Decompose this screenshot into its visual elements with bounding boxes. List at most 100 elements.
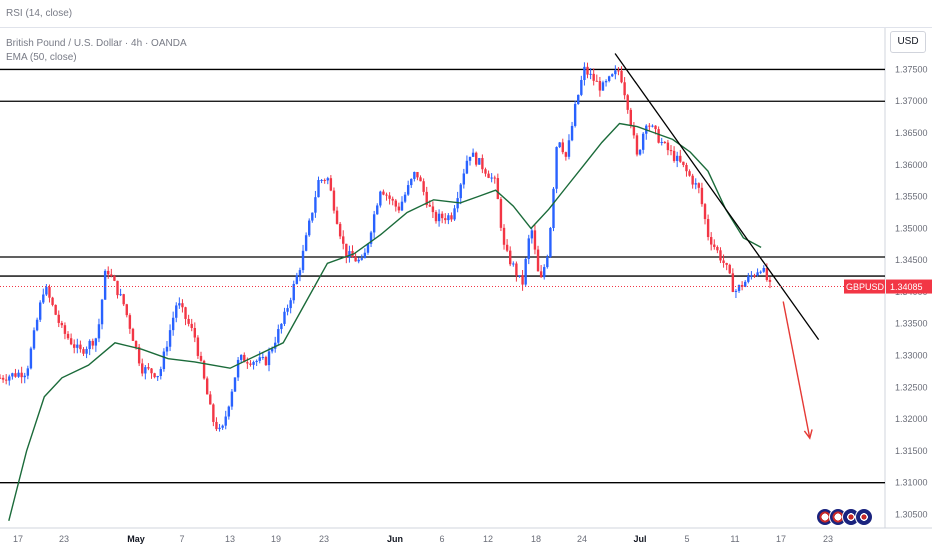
candle-body: [202, 360, 206, 379]
candle-body: [73, 344, 76, 348]
candle-body: [505, 244, 509, 251]
rsi-label[interactable]: RSI (14, close): [6, 8, 73, 19]
candle: [94, 337, 98, 352]
candle-body: [363, 252, 367, 259]
candle-body: [48, 287, 51, 298]
candle: [700, 182, 704, 207]
candle: [267, 347, 271, 372]
candle-body: [413, 171, 416, 179]
symbol-legend[interactable]: British Pound / U.S. Dollar · 4h · OANDA: [6, 38, 187, 49]
candle-body: [459, 184, 462, 199]
candle-body: [573, 104, 577, 126]
candle: [706, 214, 710, 241]
x-tick-label: 5: [684, 534, 689, 544]
candle-body: [589, 73, 592, 75]
candle: [481, 154, 484, 174]
candle-body: [243, 354, 246, 363]
candle: [645, 124, 648, 140]
candle: [641, 132, 645, 154]
candle: [716, 245, 719, 254]
candle-body: [768, 279, 772, 282]
candle-body: [747, 276, 750, 282]
candle-body: [468, 156, 472, 161]
y-tick-label: 1.36000: [895, 160, 928, 170]
candle-body: [144, 367, 147, 374]
candles: [0, 62, 772, 432]
x-axis[interactable]: 17 23 May 7 13 19 23 Jun 6 12 18 24 Jul 5 11 17 23: [13, 534, 833, 544]
candle: [431, 201, 435, 218]
candle: [453, 205, 456, 221]
candle: [651, 124, 654, 128]
y-tick-label: 1.34500: [895, 255, 928, 265]
candle-body: [97, 324, 101, 339]
candle-body: [539, 271, 543, 278]
candle-body: [218, 427, 221, 430]
candle-body: [29, 348, 33, 369]
candle-body: [236, 359, 240, 378]
candle-body: [607, 76, 611, 81]
candle-body: [69, 338, 73, 345]
candle-body: [308, 220, 311, 236]
candle: [212, 403, 215, 427]
candle-body: [385, 194, 388, 196]
candle: [137, 344, 141, 367]
candle-body: [227, 406, 231, 417]
candle-body: [685, 164, 688, 172]
candle-body: [187, 318, 190, 324]
candle-body: [577, 94, 580, 105]
candle-body: [725, 262, 728, 265]
rsi-pane-header: RSI (14, close): [0, 0, 932, 28]
candle: [366, 243, 370, 255]
currency-button[interactable]: USD: [890, 31, 926, 53]
candle-body: [277, 329, 280, 343]
candle: [255, 359, 258, 367]
candle: [196, 335, 200, 359]
candle-body: [474, 152, 478, 165]
ema-legend[interactable]: EMA (50, close): [6, 52, 77, 63]
candle-body: [549, 228, 552, 257]
candle: [171, 311, 175, 336]
candle: [63, 322, 67, 340]
y-axis[interactable]: 1.37500 1.37000 1.36500 1.36000 1.35500 1.350…: [895, 64, 928, 519]
candle: [317, 176, 320, 198]
candle-body: [379, 191, 382, 206]
candle: [604, 79, 608, 87]
candle: [233, 377, 237, 392]
candle: [153, 372, 156, 379]
candle: [598, 76, 602, 97]
candle: [697, 182, 701, 194]
candle: [762, 265, 765, 273]
candle-body: [765, 267, 769, 280]
candle-body: [716, 247, 719, 251]
candle: [190, 318, 193, 332]
candle-body: [274, 342, 277, 349]
candle: [215, 417, 218, 432]
candle: [0, 374, 2, 379]
candle-body: [14, 373, 17, 377]
candle: [311, 212, 314, 223]
candle-body: [35, 319, 39, 331]
candle: [60, 320, 64, 328]
candle: [332, 187, 336, 214]
candle-body: [682, 161, 685, 165]
candle: [394, 198, 397, 212]
candle-body: [60, 322, 64, 326]
candle-body: [224, 416, 227, 426]
y-tick-label: 1.32000: [895, 414, 928, 424]
candle: [635, 133, 639, 157]
trend-line[interactable]: [614, 53, 820, 341]
candle: [4, 374, 8, 385]
candle-body: [76, 344, 79, 348]
candle: [669, 145, 673, 156]
candle: [376, 203, 379, 215]
candle: [156, 375, 159, 381]
candle: [147, 363, 150, 371]
candle-body: [267, 351, 271, 366]
candle-body: [756, 272, 759, 276]
candle-body: [205, 378, 209, 395]
candle: [663, 140, 667, 144]
candle: [329, 175, 333, 192]
uk-flag-icon[interactable]: [855, 508, 873, 526]
candle: [360, 254, 363, 261]
